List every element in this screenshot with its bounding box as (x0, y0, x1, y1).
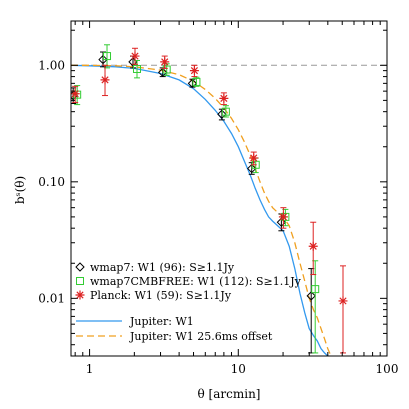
y-axis-label: bˢ(θ) (13, 176, 27, 204)
data-point-star (308, 241, 318, 251)
legend-label: Jupiter: W1 25.6ms offset (129, 330, 273, 343)
data-point-star (338, 296, 348, 306)
data-point-star (160, 57, 170, 67)
data-point-diamond (187, 78, 198, 89)
data-point-square (132, 64, 141, 73)
data-point-diamond (98, 54, 108, 65)
data-point-square (103, 52, 112, 61)
x-tick-label: 10 (231, 362, 246, 376)
legend-marker-diamond (75, 262, 85, 272)
y-tick-label: 1.00 (38, 58, 65, 72)
legend-marker-square (76, 277, 84, 285)
x-tick-label: 1 (86, 362, 94, 376)
legend-label: wmap7: W1 (96): S≥1.1Jy (90, 261, 235, 274)
data-point-square (221, 107, 230, 116)
legend-marker-star (75, 290, 85, 300)
data-point-star (100, 75, 110, 85)
data-point-square (162, 65, 171, 74)
plot-frame (70, 20, 388, 357)
curve-layer (71, 64, 332, 356)
data-point-star (278, 212, 288, 222)
y-tick-label: 0.10 (38, 175, 65, 189)
plot-background (71, 21, 387, 356)
legend-label: Planck: W1 (59): S≥1.1Jy (90, 289, 232, 302)
x-axis-label: θ [arcmin] (198, 387, 261, 401)
y-tick-label: 0.01 (38, 291, 65, 305)
data-point-square (311, 285, 320, 294)
data-point-diamond (217, 109, 227, 119)
points-layer (71, 44, 348, 354)
data-point-star (71, 89, 80, 99)
data-point-square (192, 77, 201, 86)
data-point-star (189, 66, 199, 76)
data-point-diamond (247, 163, 257, 174)
data-point-diamond (306, 291, 316, 301)
legend-label: wmap7CMBFREE: W1 (112): S≥1.1Jy (90, 275, 302, 288)
curve-line-2 (71, 64, 332, 356)
x-tick-label: 100 (376, 362, 399, 376)
legend-label: Jupiter: W1 (129, 315, 194, 328)
data-point-star (249, 153, 259, 163)
ticks-layer: 1 10 100 0.01 0.10 1.00 (38, 21, 398, 376)
data-point-star (130, 51, 140, 61)
data-point-diamond (157, 67, 168, 78)
data-point-star (219, 93, 229, 103)
curve-line-1 (71, 64, 329, 356)
